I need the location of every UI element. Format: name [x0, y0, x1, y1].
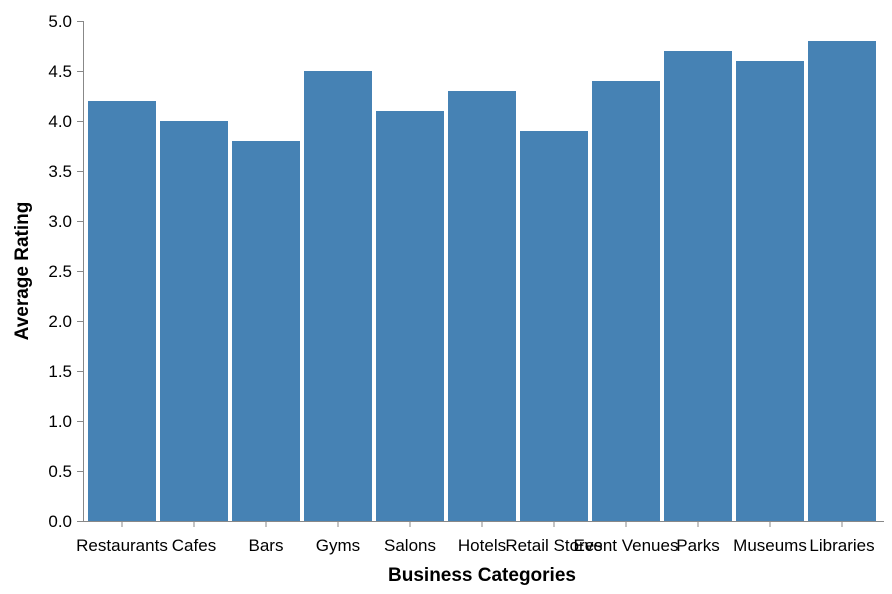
x-tick-label-salons: Salons [384, 536, 436, 555]
x-tick-label-retail-stores: Retail Stores [505, 536, 602, 555]
y-tick-label: 0.5 [48, 462, 72, 481]
bar-restaurants [88, 101, 156, 521]
y-axis: 0.0 0.5 1.0 1.5 2.0 2.5 3.0 3.5 4.0 4.5 5.0 [48, 12, 84, 531]
y-tick-label: 4.5 [48, 62, 72, 81]
x-tick-label-museums: Museums [733, 536, 807, 555]
bar-parks [664, 51, 732, 521]
x-tick-label-restaurants: Restaurants [76, 536, 168, 555]
bar-cafes [160, 121, 228, 521]
y-tick-label: 2.0 [48, 312, 72, 331]
x-tick-label-cafes: Cafes [172, 536, 216, 555]
x-axis-title: Business Categories [388, 565, 576, 586]
x-tick-label-bars: Bars [249, 536, 284, 555]
y-tick-label: 0.0 [48, 512, 72, 531]
x-tick-label-parks: Parks [676, 536, 719, 555]
bars-layer [88, 41, 876, 521]
y-axis-title: Average Rating [12, 202, 33, 341]
bar-libraries [808, 41, 876, 521]
x-tick-label-gyms: Gyms [316, 536, 360, 555]
bar-event-venues [592, 81, 660, 521]
y-tick-label: 1.0 [48, 412, 72, 431]
x-tick-label-event-venues: Event Venues [574, 536, 679, 555]
bar-retail-stores [520, 131, 588, 521]
bar-bars [232, 141, 300, 521]
bar-salons [376, 111, 444, 521]
bar-museums [736, 61, 804, 521]
x-tick-label-libraries: Libraries [809, 536, 874, 555]
bar-hotels [448, 91, 516, 521]
x-tick-label-hotels: Hotels [458, 536, 506, 555]
y-tick-label: 1.5 [48, 362, 72, 381]
bar-gyms [304, 71, 372, 521]
y-tick-label: 3.0 [48, 212, 72, 231]
y-tick-label: 4.0 [48, 112, 72, 131]
y-tick-label: 3.5 [48, 162, 72, 181]
x-axis: Restaurants Cafes Bars Gyms Salons Hotels Reta… [76, 521, 884, 555]
y-tick-label: 5.0 [48, 12, 72, 31]
y-tick-label: 2.5 [48, 262, 72, 281]
